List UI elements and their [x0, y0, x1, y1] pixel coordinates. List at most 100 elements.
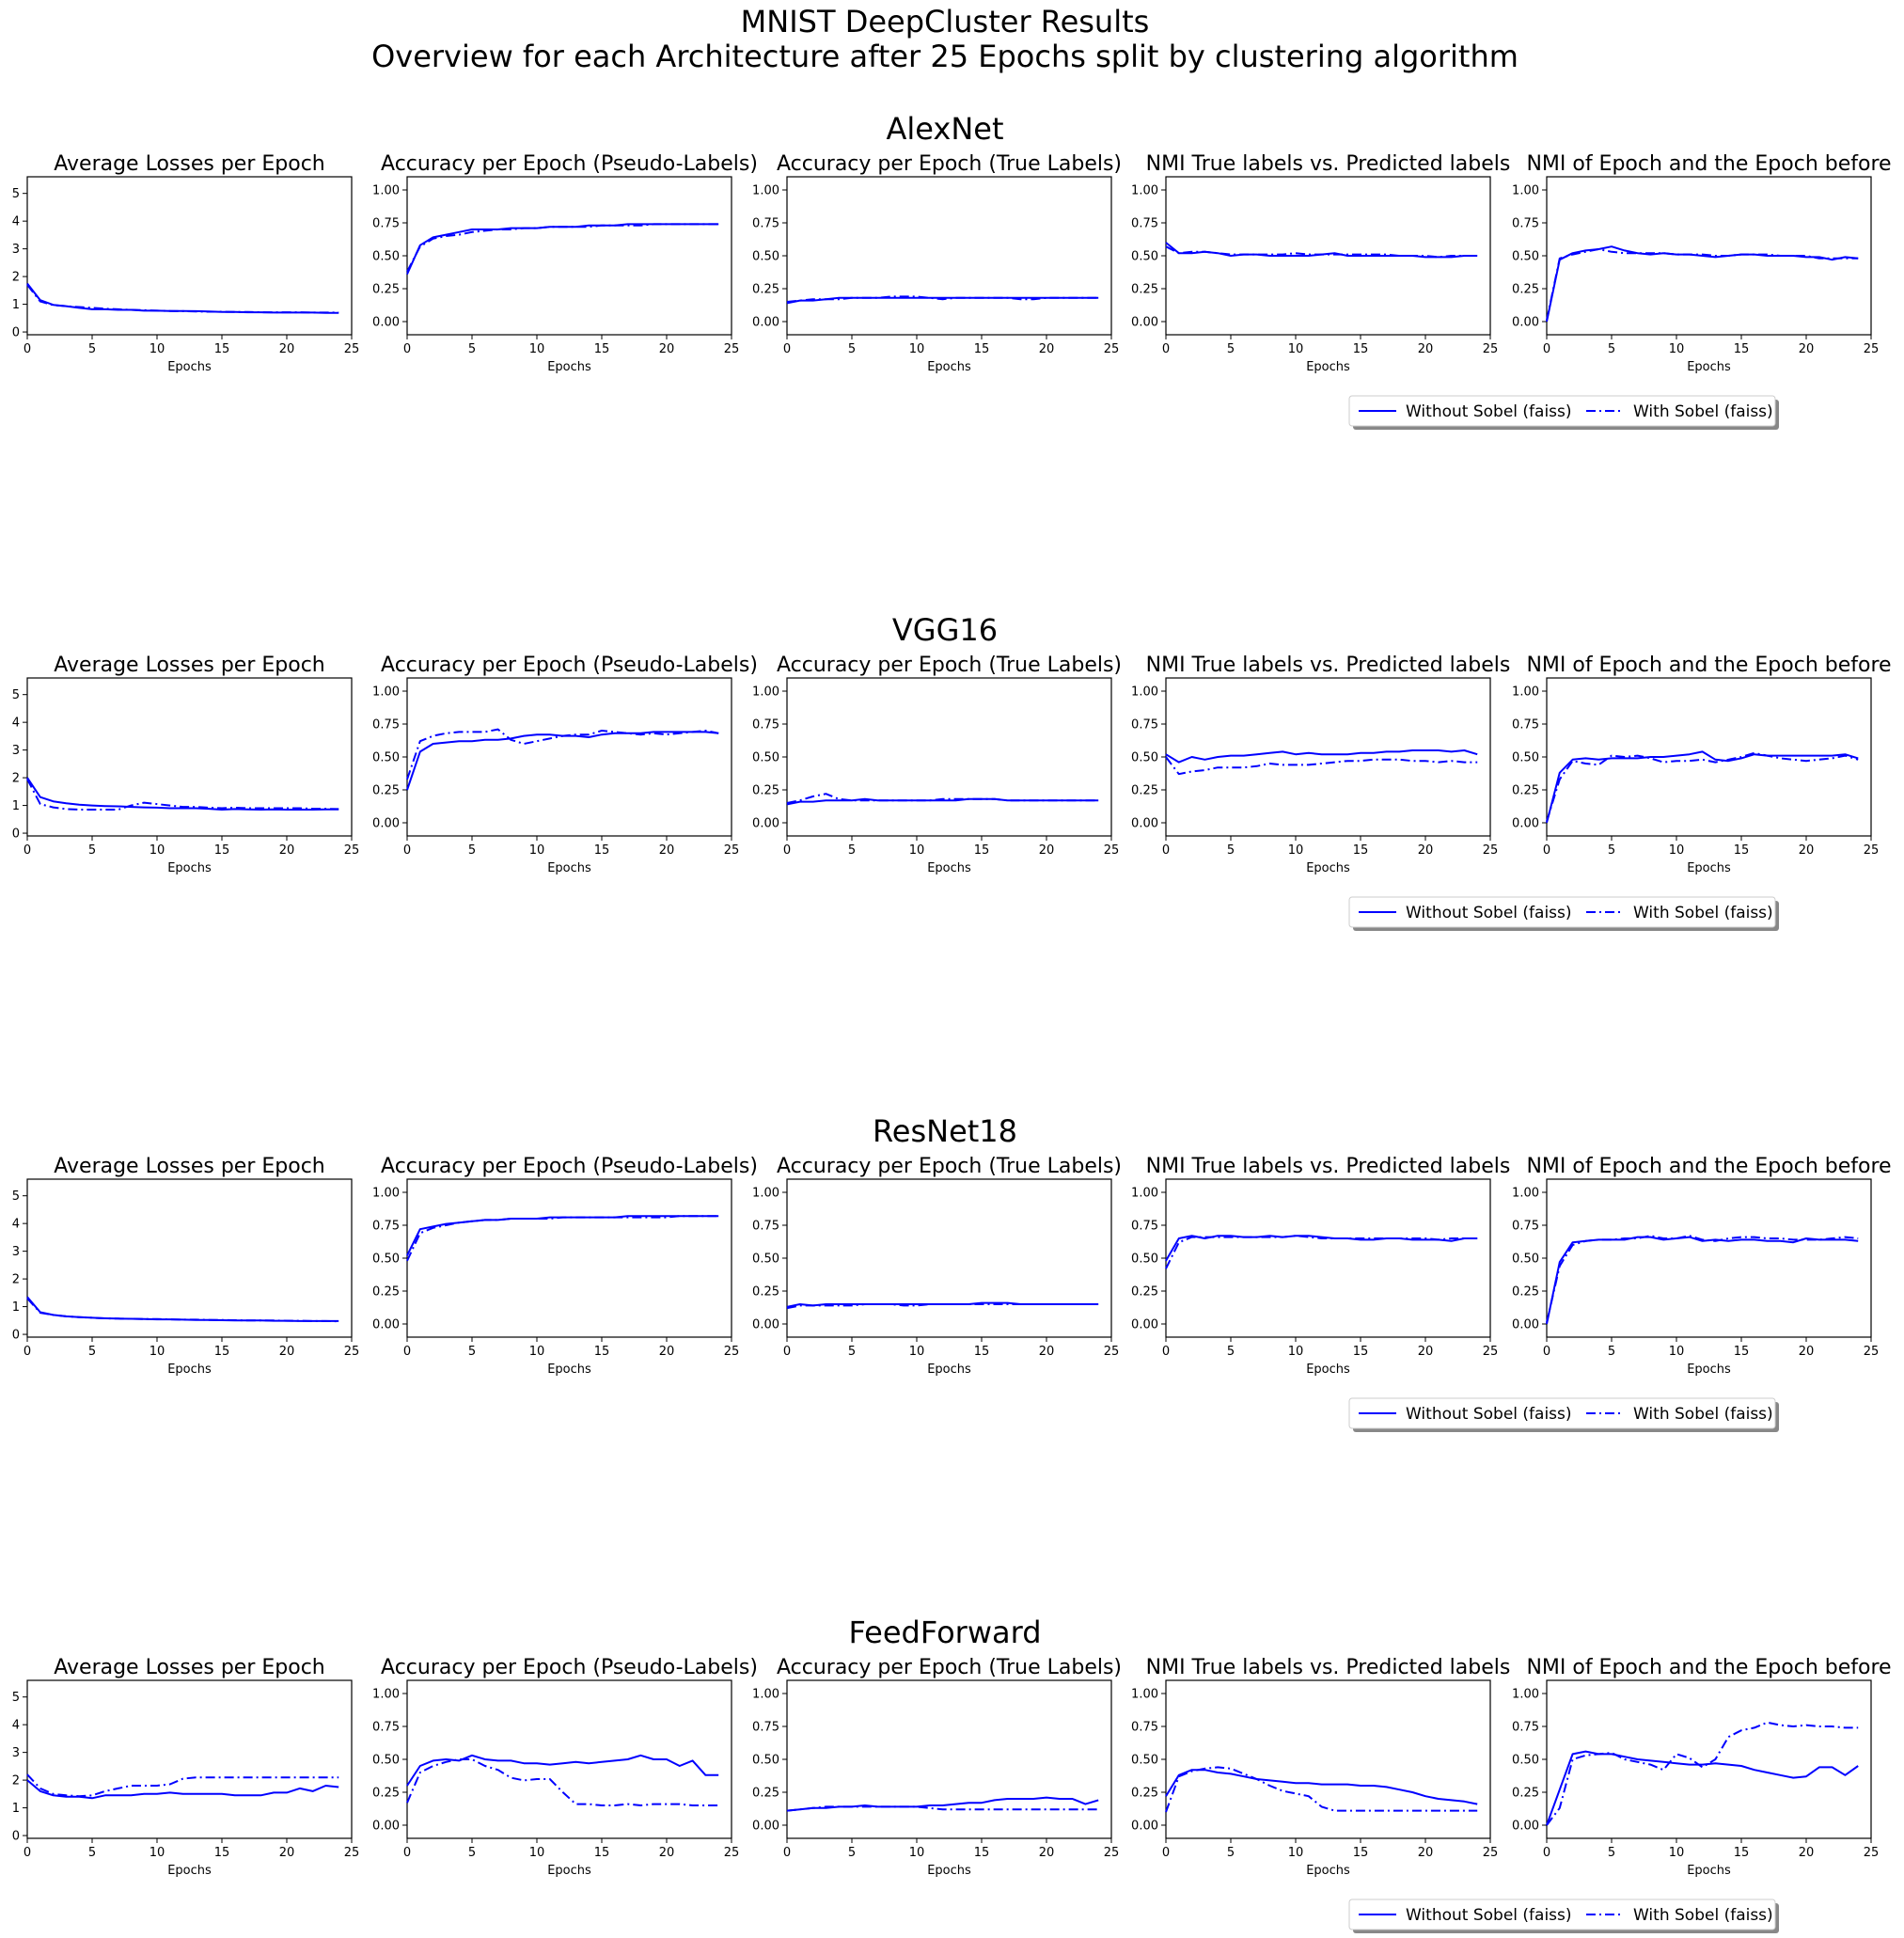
x-tick-label: 20	[279, 1345, 295, 1359]
y-tick-label: 0.25	[1512, 784, 1539, 798]
x-tick-label: 20	[279, 843, 295, 858]
series-with-sobel	[1546, 248, 1859, 321]
y-tick-label: 0.25	[752, 1285, 779, 1300]
y-tick-label: 0.25	[752, 283, 779, 297]
y-tick-label: 0.50	[1131, 751, 1158, 765]
x-tick-label: 5	[1227, 342, 1235, 356]
x-tick-label: 5	[88, 1345, 96, 1359]
y-tick-label: 0	[12, 1329, 20, 1343]
series-without-sobel	[1546, 750, 1859, 824]
x-tick-label: 10	[149, 342, 165, 356]
y-tick-label: 0.00	[752, 817, 779, 831]
legend-box	[1348, 896, 1776, 928]
series-with-sobel	[786, 793, 1099, 804]
x-tick-label: 5	[88, 843, 96, 858]
x-tick-label: 15	[594, 1846, 610, 1860]
x-tick-label: 25	[1864, 1345, 1880, 1359]
y-tick-label: 0.75	[372, 718, 400, 733]
y-tick-label: 4	[12, 1218, 20, 1232]
x-tick-label: 5	[468, 1846, 476, 1860]
x-tick-label: 20	[659, 843, 675, 858]
y-tick-label: 0.50	[1131, 1754, 1158, 1768]
y-tick-label: 1.00	[372, 1688, 400, 1702]
x-axis-label: Epochs	[547, 1363, 591, 1377]
x-tick-label: 15	[974, 1846, 990, 1860]
y-tick-label: 1.00	[1131, 1688, 1158, 1702]
subplot-title: Accuracy per Epoch (Pseudo-Labels)	[381, 654, 758, 677]
x-tick-label: 15	[594, 843, 610, 858]
series-with-sobel	[1165, 756, 1478, 776]
subplot-2: Accuracy per Epoch (Pseudo-Labels) 0 5 10 15…	[372, 1656, 758, 1878]
legend-box	[1348, 1899, 1776, 1930]
x-tick-label: 20	[279, 342, 295, 356]
x-axis-label: Epochs	[167, 1864, 212, 1878]
y-tick-label: 0.00	[372, 817, 400, 831]
y-tick-label: 3	[12, 243, 20, 257]
subplot-5: NMI of Epoch and the Epoch before 0 5 10 15 2…	[1512, 152, 1892, 374]
x-tick-label: 10	[529, 1345, 545, 1359]
subplot-title: Accuracy per Epoch (Pseudo-Labels)	[381, 1155, 758, 1178]
x-tick-label: 10	[1669, 1345, 1685, 1359]
x-tick-label: 25	[1104, 1846, 1120, 1860]
y-tick-label: 2	[12, 1774, 20, 1788]
x-axis-label: Epochs	[547, 360, 591, 374]
y-tick-label: 1.00	[752, 1187, 779, 1201]
x-tick-label: 10	[149, 1345, 165, 1359]
x-tick-label: 15	[974, 1345, 990, 1359]
x-tick-label: 15	[1734, 1345, 1750, 1359]
x-tick-label: 0	[403, 1846, 411, 1860]
y-tick-label: 2	[12, 271, 20, 285]
x-axis-label: Epochs	[547, 1864, 591, 1878]
x-axis-label: Epochs	[1687, 861, 1731, 875]
x-tick-label: 10	[1288, 843, 1304, 858]
architecture-title: FeedForward	[848, 1615, 1041, 1650]
x-tick-label: 5	[1227, 843, 1235, 858]
x-tick-label: 25	[344, 342, 360, 356]
y-tick-label: 0.50	[1131, 1253, 1158, 1267]
y-tick-label: 1.00	[1512, 1187, 1539, 1201]
x-tick-label: 15	[1353, 1846, 1369, 1860]
y-tick-label: 1.00	[1131, 1187, 1158, 1201]
y-tick-label: 1	[12, 799, 20, 813]
x-tick-label: 15	[594, 342, 610, 356]
x-tick-label: 25	[724, 843, 740, 858]
x-tick-label: 0	[403, 1345, 411, 1359]
x-axis-label: Epochs	[1306, 1864, 1350, 1878]
y-tick-label: 0.75	[1131, 1220, 1158, 1234]
subplot-title: NMI of Epoch and the Epoch before	[1526, 152, 1891, 176]
y-tick-label: 0.50	[752, 751, 779, 765]
y-tick-label: 4	[12, 215, 20, 229]
x-tick-label: 5	[468, 1345, 476, 1359]
x-tick-label: 20	[1799, 1345, 1815, 1359]
x-axis-label: Epochs	[1687, 1363, 1731, 1377]
x-tick-label: 25	[724, 1345, 740, 1359]
y-tick-label: 0.50	[372, 751, 400, 765]
x-tick-label: 20	[1799, 843, 1815, 858]
x-tick-label: 10	[909, 342, 925, 356]
y-tick-label: 0.25	[752, 784, 779, 798]
x-tick-label: 25	[724, 1846, 740, 1860]
x-tick-label: 15	[214, 1846, 230, 1860]
y-tick-label: 1.00	[372, 685, 400, 700]
y-tick-label: 0	[12, 827, 20, 842]
x-tick-label: 20	[1799, 342, 1815, 356]
y-tick-label: 0.50	[752, 1253, 779, 1267]
architecture-title: ResNet18	[873, 1113, 1017, 1149]
y-tick-label: 0.75	[1512, 1721, 1539, 1735]
y-tick-label: 0.75	[1131, 217, 1158, 231]
x-tick-label: 15	[1353, 843, 1369, 858]
x-axis-label: Epochs	[927, 360, 971, 374]
x-tick-label: 25	[344, 843, 360, 858]
y-tick-label: 0.00	[752, 1318, 779, 1332]
series-with-sobel	[406, 223, 719, 273]
series-without-sobel	[786, 296, 1099, 305]
axes-frame	[26, 1178, 353, 1338]
